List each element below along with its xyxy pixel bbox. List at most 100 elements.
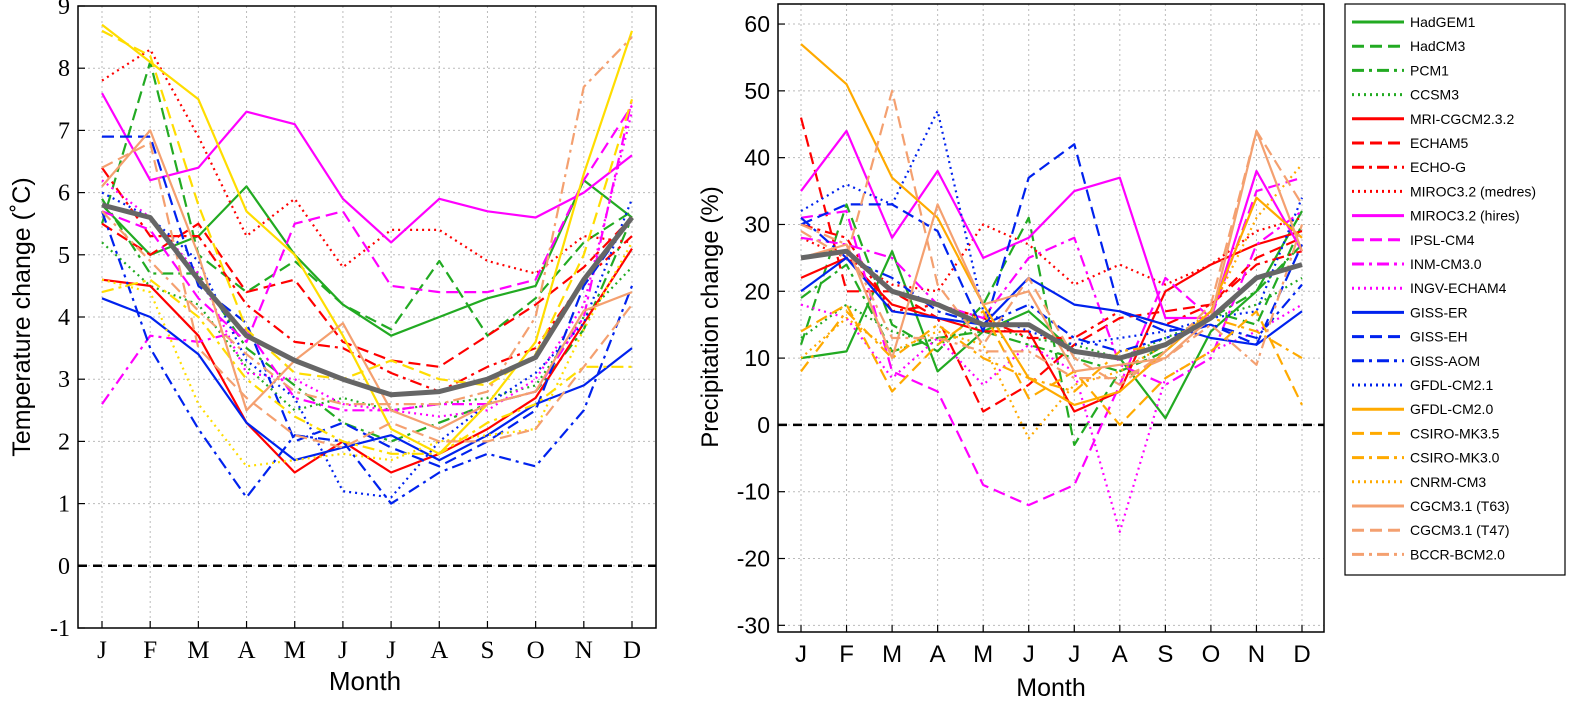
legend-label-giss-eh: GISS-EH bbox=[1410, 329, 1468, 345]
precipitation-y-ticks: -30 -20 -10 0 10 20 30 40 50 60 bbox=[737, 11, 785, 638]
temperature-series-multi-model-mean bbox=[101, 202, 634, 398]
legend: HadGEM1 HadCM3 PCM1 CCSM3 MRI-CGCM2.3.2 ECHAM… bbox=[1344, 3, 1566, 576]
precipitation-series-ipsl-cm4 bbox=[800, 176, 1303, 507]
temperature-series-echam5 bbox=[101, 216, 633, 368]
temperature-y-tick-label: 2 bbox=[58, 429, 70, 455]
legend-label-inm-cm3-0: INM-CM3.0 bbox=[1410, 256, 1482, 272]
precipitation-series-bccr-bcm2-0 bbox=[800, 223, 1304, 380]
precipitation-series-gfdl-cm2-0 bbox=[800, 43, 1303, 406]
legend-box bbox=[1344, 3, 1566, 576]
legend-label-mri-cgcm2-3-2: MRI-CGCM2.3.2 bbox=[1410, 111, 1514, 127]
precipitation-x-tick-label: J bbox=[1068, 641, 1080, 668]
temperature-panel: -1 0 1 2 3 4 5 6 7 8 9 J F M A M J J A S O N D Month Temperat… bbox=[8, 0, 657, 696]
legend-label-csiro-mk3-5: CSIRO-MK3.5 bbox=[1410, 425, 1500, 441]
temperature-x-tick-label: O bbox=[527, 637, 545, 664]
temperature-x-tick-label: N bbox=[575, 637, 593, 664]
legend-label-bccr-bcm2-0: BCCR-BCM2.0 bbox=[1410, 546, 1505, 562]
precipitation-y-tick-label: 50 bbox=[744, 78, 770, 104]
temperature-series-ingv-echam4 bbox=[101, 111, 634, 418]
precipitation-x-tick-label: J bbox=[795, 641, 807, 668]
temperature-y-tick-label: 9 bbox=[58, 0, 70, 20]
temperature-x-tick-label: D bbox=[623, 637, 641, 664]
precipitation-series-cgcm3-1-t63 bbox=[800, 129, 1304, 373]
precipitation-series-multi-model-mean bbox=[800, 248, 1303, 361]
legend-label-gfdl-cm2-0: GFDL-CM2.0 bbox=[1410, 401, 1493, 417]
precipitation-plot-area bbox=[777, 3, 1325, 633]
legend-items: HadGEM1 HadCM3 PCM1 CCSM3 MRI-CGCM2.3.2 ECHAM… bbox=[1352, 14, 1536, 562]
legend-label-hadgem1: HadGEM1 bbox=[1410, 14, 1476, 30]
precipitation-y-tick-label: -20 bbox=[737, 546, 770, 572]
temperature-x-tick-label: J bbox=[97, 637, 107, 664]
temperature-x-tick-label: S bbox=[481, 637, 495, 664]
precipitation-x-tick-label: N bbox=[1248, 641, 1265, 668]
precipitation-series-giss-er bbox=[800, 256, 1303, 346]
temperature-series-hadcm3 bbox=[100, 60, 633, 337]
temperature-y-tick-label: 3 bbox=[58, 367, 70, 393]
legend-label-pcm1: PCM1 bbox=[1410, 62, 1449, 78]
temperature-y-tick-label: 0 bbox=[58, 554, 70, 580]
precipitation-x-tick-label: S bbox=[1157, 641, 1173, 668]
temperature-y-tick-label: -1 bbox=[50, 616, 70, 642]
legend-label-giss-aom: GISS-AOM bbox=[1410, 353, 1480, 369]
temperature-y-tick-label: 7 bbox=[58, 118, 70, 144]
temperature-series-giss-er bbox=[101, 297, 633, 462]
temperature-series-pcm1 bbox=[101, 198, 634, 443]
temperature-x-tick-label: M bbox=[187, 637, 209, 664]
precipitation-x-tick-label: F bbox=[839, 641, 854, 668]
temperature-y-tick-label: 8 bbox=[58, 56, 70, 82]
precipitation-y-tick-label: 0 bbox=[757, 412, 770, 438]
precipitation-y-tick-label: 20 bbox=[744, 278, 770, 304]
legend-label-gfdl-cm2-1: GFDL-CM2.1 bbox=[1410, 377, 1493, 393]
legend-label-giss-er: GISS-ER bbox=[1410, 304, 1468, 320]
legend-label-echam5: ECHAM5 bbox=[1410, 135, 1469, 151]
precipitation-series-giss-aom bbox=[800, 216, 1303, 353]
precipitation-y-tick-label: 60 bbox=[744, 11, 770, 37]
legend-label-echo-g: ECHO-G bbox=[1410, 159, 1466, 175]
temperature-x-axis-label: Month bbox=[329, 666, 401, 696]
precipitation-x-axis-label: Month bbox=[1016, 674, 1085, 702]
temperature-series-cgcm3-1-t47 bbox=[101, 141, 633, 449]
legend-label-ccsm3: CCSM3 bbox=[1410, 87, 1459, 103]
precipitation-x-tick-label: D bbox=[1293, 641, 1310, 668]
temperature-x-tick-label: M bbox=[284, 637, 306, 664]
legend-label-ipsl-cm4: IPSL-CM4 bbox=[1410, 232, 1475, 248]
temperature-series-cnrm-cm3 bbox=[101, 241, 633, 468]
temperature-series-gfdl-cm2-0 bbox=[101, 23, 634, 455]
temperature-y-tick-label: 5 bbox=[58, 243, 70, 269]
precipitation-plot-frame bbox=[777, 3, 1325, 633]
temperature-series-gfdl-cm2-1 bbox=[101, 191, 634, 499]
temperature-y-tick-label: 4 bbox=[58, 305, 70, 331]
temperature-series-mri-cgcm2-3-2 bbox=[101, 248, 633, 474]
legend-label-miroc3-2-medres: MIROC3.2 (medres) bbox=[1410, 183, 1536, 199]
precipitation-series-inm-cm3-0 bbox=[800, 210, 1303, 386]
temperature-x-tick-label: J bbox=[338, 637, 348, 664]
temperature-y-ticks: -1 0 1 2 3 4 5 6 7 8 9 bbox=[50, 0, 85, 642]
legend-label-hadcm3: HadCM3 bbox=[1410, 38, 1465, 54]
temperature-series-group bbox=[100, 23, 634, 505]
legend-label-cgcm3-1-t63: CGCM3.1 (T63) bbox=[1410, 498, 1510, 514]
temperature-series-csiro-mk3-5 bbox=[101, 29, 634, 387]
precipitation-series-csiro-mk3-0 bbox=[800, 310, 1303, 393]
temperature-series-bccr-bcm2-0 bbox=[101, 36, 633, 406]
precipitation-x-tick-label: A bbox=[930, 641, 946, 668]
temperature-series-ipsl-cm4 bbox=[101, 104, 633, 343]
temperature-y-axis-label: Temperature change (˚C) bbox=[8, 177, 36, 456]
legend-label-cnrm-cm3: CNRM-CM3 bbox=[1410, 474, 1486, 490]
precipitation-y-tick-label: 30 bbox=[744, 211, 770, 237]
temperature-x-tick-label: F bbox=[143, 637, 157, 664]
precipitation-series-ingv-echam4 bbox=[800, 303, 1303, 533]
precipitation-y-axis-label: Precipitation change (%) bbox=[697, 186, 724, 447]
temperature-x-tick-label: J bbox=[386, 637, 396, 664]
precipitation-series-mri-cgcm2-3-2 bbox=[800, 230, 1303, 413]
temperature-series-miroc3-2-hires bbox=[101, 92, 633, 244]
precipitation-series-miroc3-2-medres bbox=[800, 216, 1303, 293]
precipitation-x-tick-label: O bbox=[1202, 641, 1221, 668]
temperature-series-cgcm3-1-t63 bbox=[101, 129, 633, 431]
precipitation-y-tick-label: -30 bbox=[737, 612, 770, 638]
precipitation-y-tick-label: -10 bbox=[737, 479, 770, 505]
